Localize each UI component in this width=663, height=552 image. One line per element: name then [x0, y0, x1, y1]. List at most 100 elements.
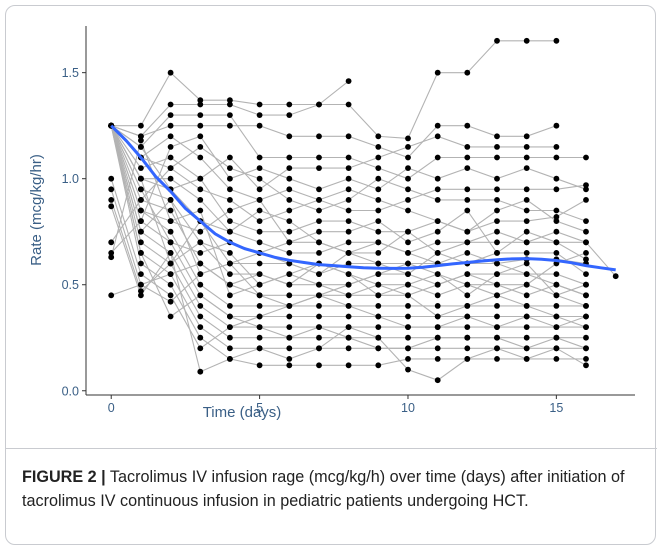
data-point-27-6: [256, 281, 263, 288]
data-point-3-10: [375, 144, 382, 150]
data-point-13-4: [197, 303, 204, 309]
series-line-22: [110, 135, 587, 254]
data-point-4-7: [286, 154, 293, 161]
data-point-28-3: [167, 197, 174, 203]
data-point-16-3: [167, 281, 174, 288]
data-point-16-2: [138, 260, 144, 267]
data-point-25-6: [256, 175, 263, 182]
data-point-20-4: [197, 368, 204, 375]
data-point-23-1: [108, 254, 115, 261]
data-point-31-10: [375, 345, 382, 352]
data-point-19-14: [494, 292, 500, 299]
data-point-7-7: [286, 250, 293, 256]
data-point-26-17: [583, 271, 589, 277]
data-point-22-12: [434, 175, 441, 182]
data-point-16-14: [494, 356, 500, 362]
data-point-3-3: [167, 122, 174, 129]
data-point-11-12: [434, 303, 441, 309]
x-tick-label: 5: [256, 401, 263, 415]
data-point-14-2: [138, 239, 144, 246]
data-point-5-5: [227, 186, 233, 193]
series-line-3: [111, 125, 557, 159]
data-point-21-13: [464, 228, 471, 235]
data-point-14-15: [523, 334, 530, 341]
data-point-22-14: [494, 175, 500, 182]
data-point-24-17: [583, 303, 589, 309]
data-points: [108, 37, 619, 384]
data-point-5-7: [286, 186, 293, 193]
data-point-1-5: [227, 97, 233, 104]
data-point-2-8: [316, 101, 322, 108]
data-point-23-5: [227, 207, 233, 214]
data-point-23-8: [316, 228, 322, 235]
data-point-27-9: [345, 292, 352, 299]
data-point-3-4: [197, 122, 204, 129]
data-point-12-9: [345, 313, 352, 320]
data-point-25-10: [375, 175, 382, 182]
data-point-16-16: [553, 356, 560, 362]
data-point-2-9: [345, 101, 352, 108]
data-point-29-9: [345, 165, 352, 172]
data-point-29-4: [197, 175, 204, 182]
data-point-2-4: [197, 101, 204, 108]
data-point-21-6: [256, 218, 263, 225]
data-point-17-9: [345, 281, 352, 288]
data-point-11-16: [553, 303, 560, 309]
data-point-5-15: [523, 186, 530, 193]
data-point-18-7: [286, 260, 293, 267]
data-point-23-4: [197, 228, 204, 235]
data-point-11-3: [167, 228, 174, 235]
data-point-6-8: [316, 218, 322, 225]
data-point-25-17: [583, 218, 589, 225]
data-point-21-15: [523, 197, 530, 203]
data-point-20-17: [583, 362, 589, 369]
data-point-5-3: [167, 133, 174, 140]
data-point-17-10: [375, 271, 382, 277]
data-point-21-16: [553, 218, 560, 225]
data-point-4-14: [494, 154, 500, 161]
data-point-22-2: [138, 218, 144, 225]
data-point-24-12: [434, 271, 441, 277]
data-point-2-11: [405, 135, 411, 142]
data-point-31-3: [167, 313, 174, 320]
data-point-28-17: [583, 313, 589, 320]
data-point-20-13: [464, 356, 471, 362]
data-point-7-6: [256, 239, 263, 246]
data-point-27-2: [138, 207, 144, 214]
data-point-22-7: [286, 175, 293, 182]
data-point-27-12: [434, 281, 441, 288]
data-point-30-14: [494, 228, 500, 235]
data-point-18-16: [553, 281, 560, 288]
data-point-20-3: [167, 250, 174, 256]
data-point-17-16: [553, 313, 560, 320]
data-point-1-9: [345, 78, 352, 84]
data-point-25-12: [434, 197, 441, 203]
data-point-26-16: [553, 250, 560, 256]
data-point-18-11: [405, 250, 411, 256]
data-point-19-4: [197, 239, 204, 246]
data-point-20-12: [434, 377, 441, 384]
data-point-29-11: [405, 144, 411, 150]
data-point-28-10: [375, 313, 382, 320]
x-tick-label: 10: [401, 401, 415, 415]
data-point-25-4: [197, 144, 204, 150]
data-point-17-4: [197, 345, 204, 352]
data-point-4-16: [553, 154, 560, 161]
data-point-20-1: [108, 203, 115, 210]
data-point-20-15: [523, 356, 530, 362]
data-point-31-11: [405, 345, 411, 352]
data-point-29-13: [464, 144, 471, 150]
data-point-19-13: [464, 303, 471, 309]
data-point-23-16: [553, 239, 560, 246]
series-line-7: [110, 125, 617, 277]
data-point-2-15: [523, 37, 530, 44]
data-point-27-17: [583, 281, 589, 288]
data-point-4-8: [316, 154, 322, 161]
data-point-31-9: [345, 334, 352, 341]
y-tick-label: 0.5: [62, 278, 79, 292]
data-point-31-14: [494, 334, 500, 341]
data-point-28-16: [553, 324, 560, 330]
data-point-25-16: [553, 207, 560, 214]
data-point-12-8: [316, 313, 322, 320]
data-point-3-14: [494, 133, 500, 140]
